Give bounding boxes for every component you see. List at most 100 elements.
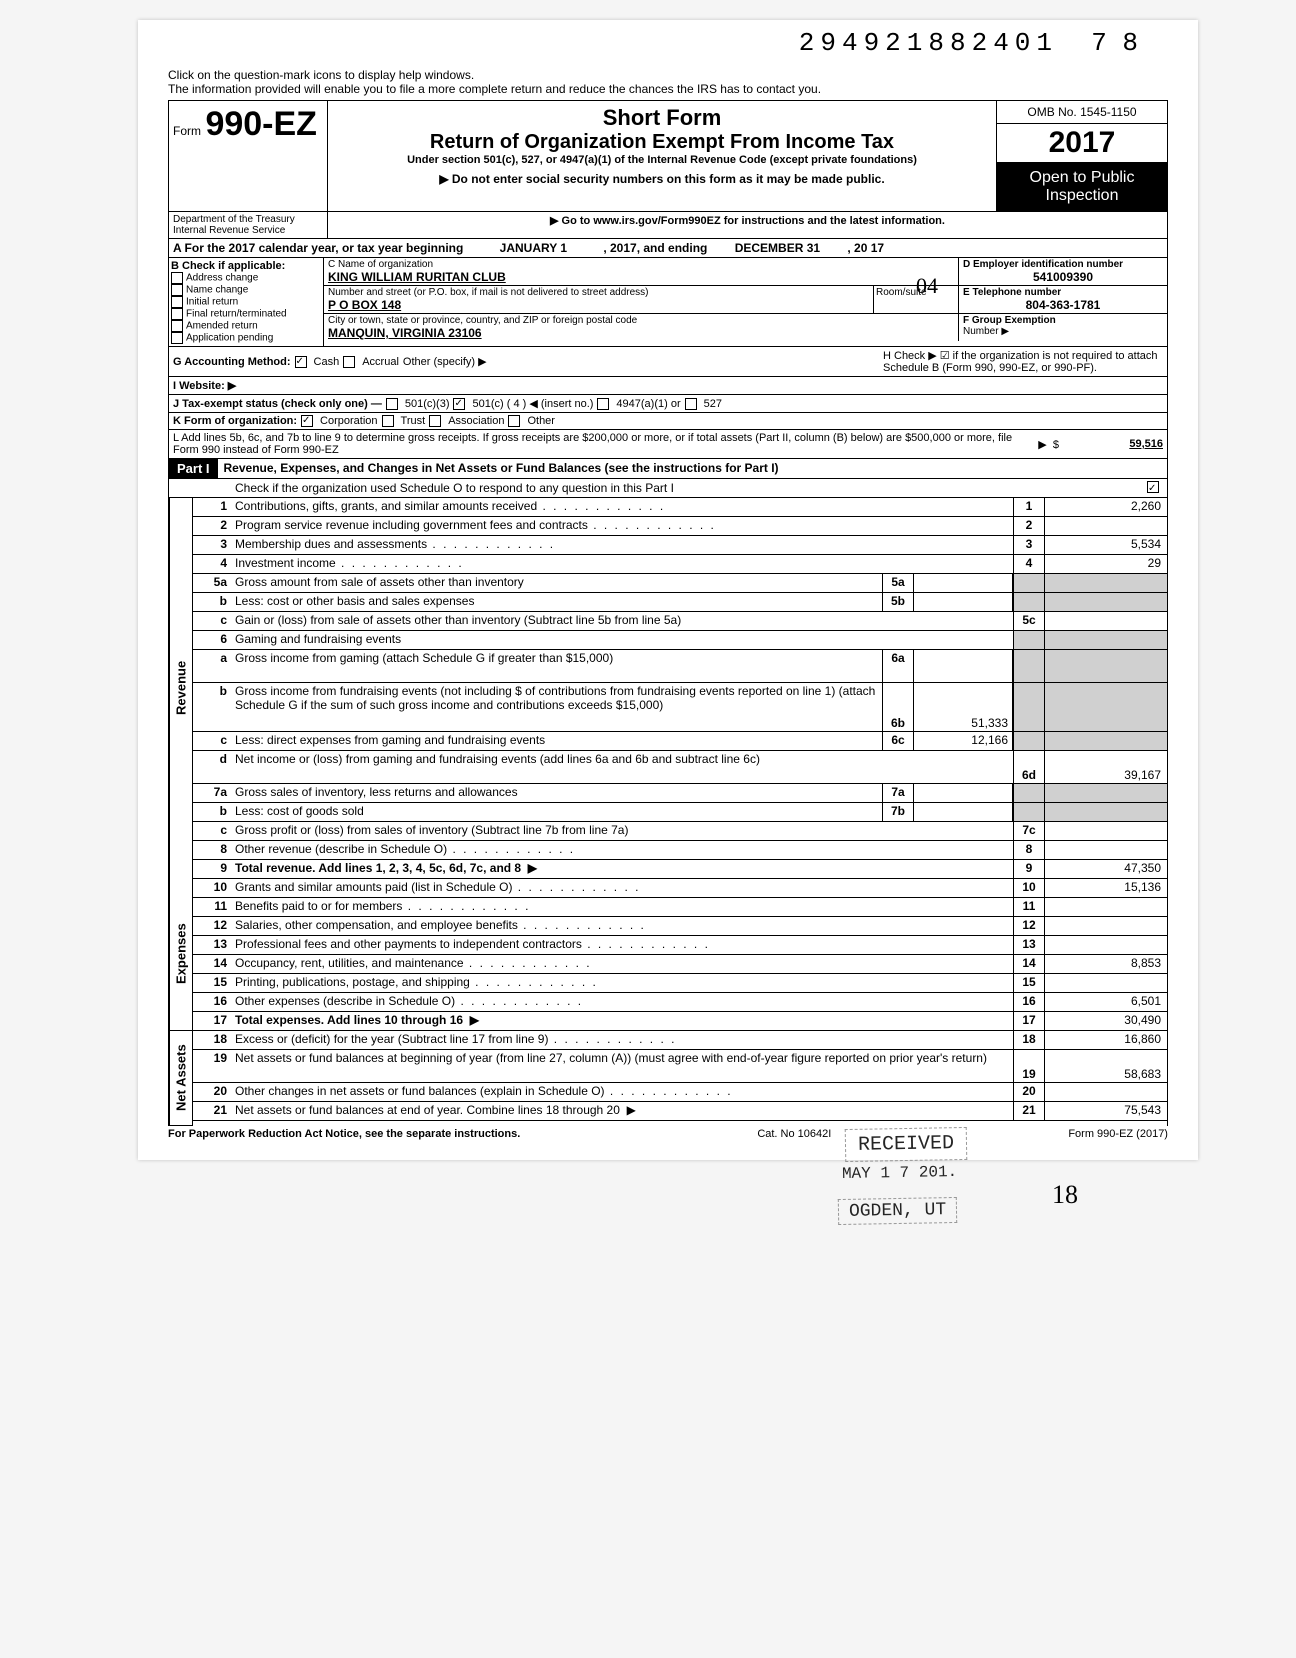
chk-501c3[interactable] — [386, 398, 398, 410]
line-l-text: L Add lines 5b, 6c, and 7b to line 9 to … — [173, 432, 1034, 456]
line-l-amount: 59,516 — [1063, 438, 1163, 450]
chk-4947[interactable] — [597, 398, 609, 410]
row-6: 6Gaming and fundraising events — [193, 631, 1167, 650]
chk-amended-return[interactable]: Amended return — [171, 320, 321, 332]
box-b: B Check if applicable: Address change Na… — [169, 258, 324, 346]
org-name-label: C Name of organization — [328, 259, 954, 270]
form-word: Form — [173, 124, 201, 138]
stamp-date: MAY 1 7 201. — [842, 1163, 958, 1183]
line-g-label: G Accounting Method: — [173, 356, 291, 368]
row-17: 17Total expenses. Add lines 10 through 1… — [193, 1012, 1167, 1031]
amt-5c — [1044, 612, 1167, 630]
handwritten-page-number: 18 — [1052, 1180, 1078, 1210]
goto-note: ▶ Go to www.irs.gov/Form990EZ for instru… — [328, 212, 1167, 238]
row-15: 15Printing, publications, postage, and s… — [193, 974, 1167, 993]
row-5c: cGain or (loss) from sale of assets othe… — [193, 612, 1167, 631]
line-g: G Accounting Method: Cash Accrual Other … — [168, 347, 1168, 377]
chk-527[interactable] — [685, 398, 697, 410]
row-5a: 5aGross amount from sale of assets other… — [193, 574, 1167, 593]
form-title: Return of Organization Exempt From Incom… — [334, 131, 990, 154]
chk-address-change[interactable]: Address change — [171, 272, 321, 284]
side-net-assets: Net Assets — [169, 1031, 192, 1126]
chk-corporation[interactable] — [301, 415, 313, 427]
chk-initial-return[interactable]: Initial return — [171, 296, 321, 308]
row-12: 12Salaries, other compensation, and empl… — [193, 917, 1167, 936]
amt-21: 75,543 — [1044, 1102, 1167, 1120]
line-i: I Website: ▶ — [168, 377, 1168, 395]
chk-final-return[interactable]: Final return/terminated — [171, 308, 321, 320]
stamp-ogden: OGDEN, UT — [838, 1197, 958, 1225]
part-1-check-text: Check if the organization used Schedule … — [229, 479, 1139, 497]
tax-year-end: DECEMBER 31 — [707, 241, 847, 255]
part-1-table: Revenue Expenses Net Assets 1Contributio… — [168, 498, 1168, 1126]
amt-12 — [1044, 917, 1167, 935]
ssn-note: ▶ Do not enter social security numbers o… — [334, 172, 990, 186]
row-13: 13Professional fees and other payments t… — [193, 936, 1167, 955]
line-a-suffix: , 20 17 — [847, 241, 884, 255]
row-11: 11Benefits paid to or for members11 — [193, 898, 1167, 917]
row-14: 14Occupancy, rent, utilities, and mainte… — [193, 955, 1167, 974]
amt-15 — [1044, 974, 1167, 992]
part-1-label: Part I — [169, 459, 218, 478]
amt-8 — [1044, 841, 1167, 859]
part-1-check-row: Check if the organization used Schedule … — [168, 479, 1168, 498]
row-21: 21Net assets or fund balances at end of … — [193, 1102, 1167, 1121]
chk-name-change[interactable]: Name change — [171, 284, 321, 296]
chk-trust[interactable] — [382, 415, 394, 427]
dept-line-2: Internal Revenue Service — [173, 225, 323, 236]
line-k: K Form of organization: Corporation Trus… — [168, 413, 1168, 430]
help-text: Click on the question-mark icons to disp… — [168, 68, 1168, 96]
title-cell: Short Form Return of Organization Exempt… — [328, 101, 996, 211]
amt-20 — [1044, 1083, 1167, 1101]
row-19: 19Net assets or fund balances at beginni… — [193, 1050, 1167, 1083]
row-6b: bGross income from fundraising events (n… — [193, 683, 1167, 732]
ein-label: D Employer identification number — [963, 259, 1163, 270]
line-j: J Tax-exempt status (check only one) — 5… — [168, 395, 1168, 413]
form-number-cell: Form 990-EZ — [169, 101, 328, 211]
omb-number: OMB No. 1545-1150 — [997, 101, 1167, 124]
row-6c: cLess: direct expenses from gaming and f… — [193, 732, 1167, 751]
row-9: 9Total revenue. Add lines 1, 2, 3, 4, 5c… — [193, 860, 1167, 879]
box-c: C Name of organization KING WILLIAM RURI… — [324, 258, 1167, 346]
line-a: A For the 2017 calendar year, or tax yea… — [168, 239, 1168, 258]
chk-other-org[interactable] — [508, 415, 520, 427]
help-line-2: The information provided will enable you… — [168, 82, 1168, 96]
header-right-column: OMB No. 1545-1150 2017 Open to Public In… — [996, 101, 1167, 211]
document-id: 294921882401 — [799, 28, 1058, 58]
line-h: H Check ▶ ☑ if the organization is not r… — [883, 349, 1163, 374]
form-header: Form 990-EZ Short Form Return of Organiz… — [168, 100, 1168, 212]
row-20: 20Other changes in net assets or fund ba… — [193, 1083, 1167, 1102]
row-10: 10Grants and similar amounts paid (list … — [193, 879, 1167, 898]
chk-schedule-o[interactable] — [1147, 481, 1159, 493]
row-6a: aGross income from gaming (attach Schedu… — [193, 650, 1167, 683]
row-7c: cGross profit or (loss) from sales of in… — [193, 822, 1167, 841]
footer-mid: Cat. No 10642I — [757, 1128, 831, 1140]
amt-9: 47,350 — [1044, 860, 1167, 878]
page-footer: For Paperwork Reduction Act Notice, see … — [168, 1126, 1168, 1140]
footer-left: For Paperwork Reduction Act Notice, see … — [168, 1128, 520, 1140]
chk-cash[interactable] — [295, 356, 307, 368]
part-1-title: Revenue, Expenses, and Changes in Net As… — [218, 459, 1167, 478]
amt-18: 16,860 — [1044, 1031, 1167, 1049]
handwritten-04: 04 — [916, 273, 938, 299]
row-18: 18Excess or (deficit) for the year (Subt… — [193, 1031, 1167, 1050]
form-page: 294921882401 7 8 Click on the question-m… — [138, 20, 1198, 1160]
amt-17: 30,490 — [1044, 1012, 1167, 1030]
chk-application-pending[interactable]: Application pending — [171, 332, 321, 344]
header-row-2: Department of the Treasury Internal Reve… — [168, 212, 1168, 239]
amt-14: 8,853 — [1044, 955, 1167, 973]
box-b-header: B Check if applicable: — [171, 260, 321, 272]
org-name: KING WILLIAM RURITAN CLUB — [328, 270, 954, 284]
amt-16: 6,501 — [1044, 993, 1167, 1011]
chk-association[interactable] — [429, 415, 441, 427]
ein-value: 541009390 — [963, 270, 1163, 284]
part-1-header: Part I Revenue, Expenses, and Changes in… — [168, 459, 1168, 479]
phone-value: 804-363-1781 — [963, 298, 1163, 312]
row-3: 3Membership dues and assessments35,534 — [193, 536, 1167, 555]
chk-accrual[interactable] — [343, 356, 355, 368]
amt-6c: 12,166 — [914, 732, 1013, 750]
amt-6d: 39,167 — [1044, 751, 1167, 783]
form-subtitle: Under section 501(c), 527, or 4947(a)(1)… — [334, 154, 990, 166]
addr-value: P O BOX 148 — [328, 298, 869, 312]
chk-501c[interactable] — [453, 398, 465, 410]
